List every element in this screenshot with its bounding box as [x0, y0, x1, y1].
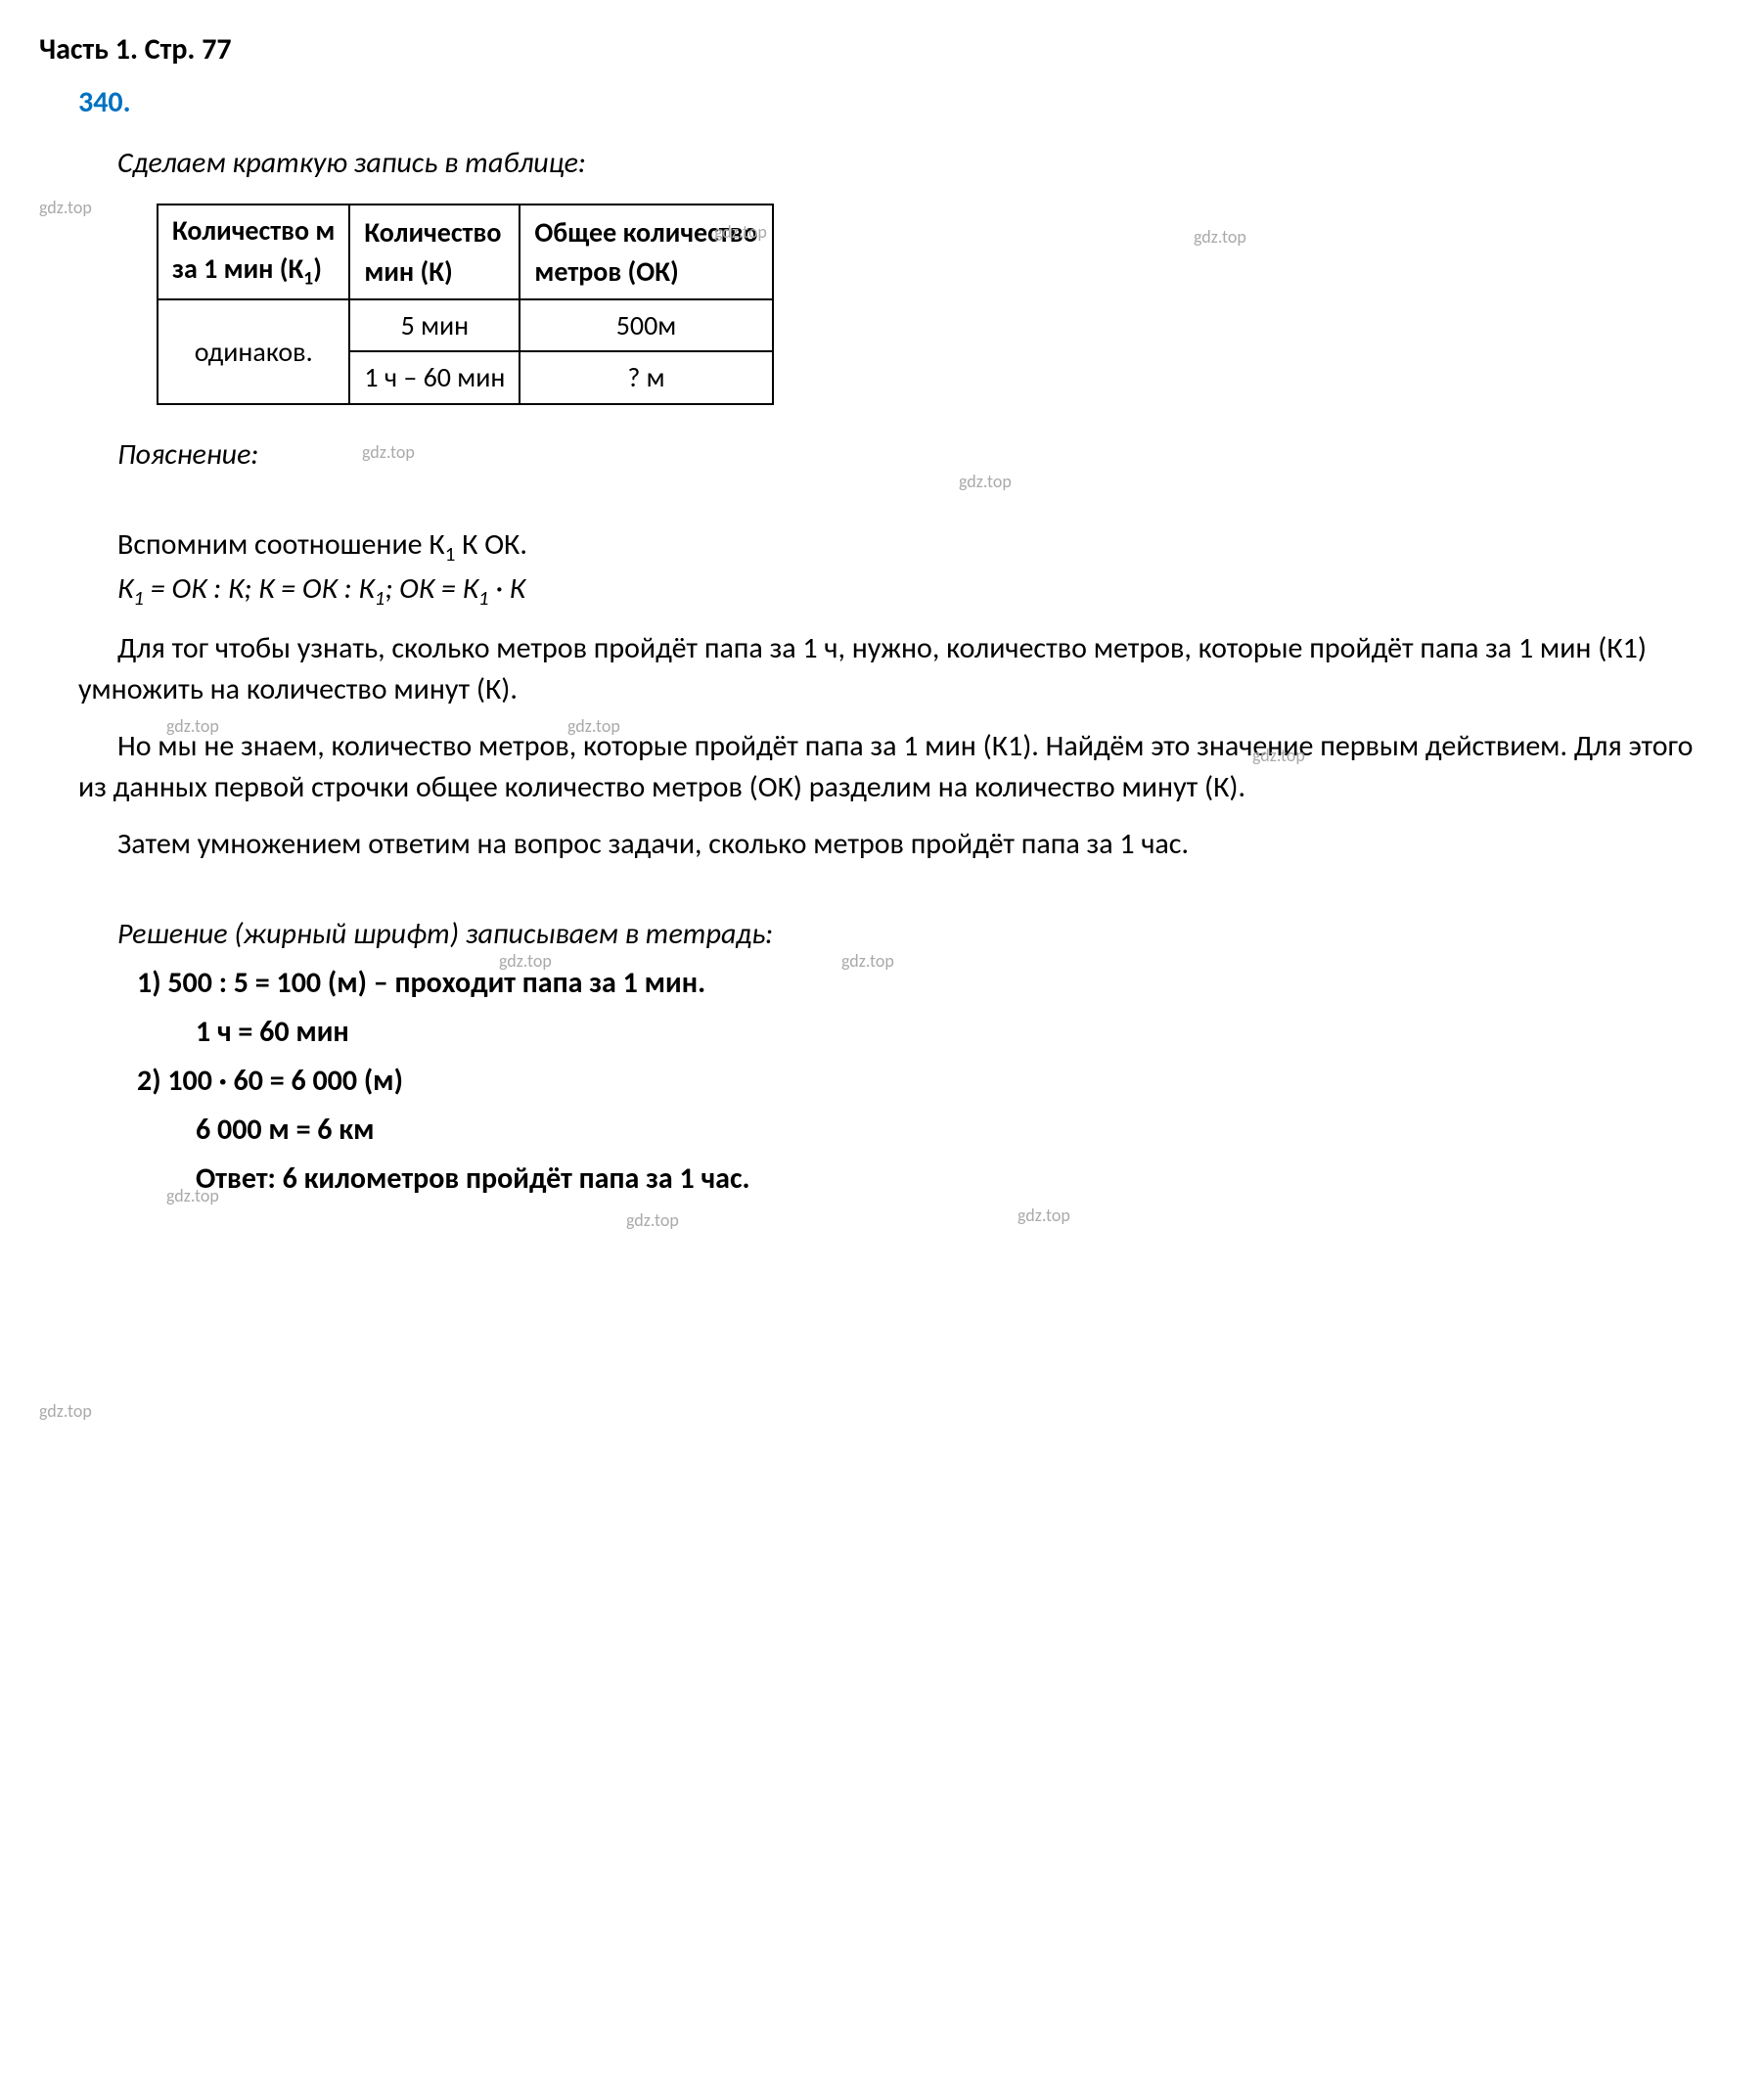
subscript: 1: [478, 585, 489, 611]
header-col2-line1: Количество: [364, 215, 501, 250]
paragraph-1: Для тог чтобы узнать, сколько метров про…: [78, 628, 1705, 710]
table-cell: 500м: [520, 299, 772, 351]
subscript: 1: [133, 585, 144, 611]
watermark: gdz.top: [1018, 1204, 1070, 1228]
table-cell: 5 мин: [349, 299, 520, 351]
table-header-row: Количество м за 1 мин (К1) Количество ми…: [158, 205, 773, 299]
header-part: Часть 1. Стр. 77: [39, 29, 1725, 70]
header-col1-line1: Количество м: [172, 213, 335, 248]
subscript: 1: [303, 267, 313, 291]
recall-suffix: К ОК.: [455, 526, 527, 563]
solution-step-1: 1) 500 : 5 = 100 (м) – проходит папа за …: [137, 963, 1725, 1004]
solution-answer: Ответ: 6 километров пройдёт папа за 1 ча…: [196, 1159, 1725, 1200]
watermark: gdz.top: [626, 1208, 679, 1233]
table-cell: 1 ч – 60 мин: [349, 351, 520, 403]
table-cell: ? м: [520, 351, 772, 403]
table-header-cell: Количество м за 1 мин (К1): [158, 205, 349, 299]
explanation-text: Пояснение:: [117, 436, 258, 473]
formula-end: · К: [489, 570, 525, 607]
formula-eq1: = ОК : К;: [144, 570, 258, 607]
solution-step-1-sub: 1 ч = 60 мин: [196, 1012, 1725, 1053]
exercise-number: 340.: [78, 82, 1725, 123]
table-cell-rowspan: одинаков.: [158, 299, 349, 403]
watermark: gdz.top: [39, 1399, 92, 1424]
formula-k1: К: [117, 570, 133, 607]
formulas-line: К1 = ОК : К; К = ОК : К1; ОК = К1 · К: [117, 568, 1725, 613]
table-row: одинаков. 5 мин 500м: [158, 299, 773, 351]
explanation-label: Пояснение:: [117, 434, 1725, 476]
header-col3-line2: метров (ОК): [534, 254, 678, 289]
formula-k: К = ОК : К: [258, 570, 375, 607]
solution-step-2-sub: 6 000 м = 6 км: [196, 1110, 1725, 1151]
recall-line1: Вспомним соотношение К1 К ОК.: [117, 524, 1725, 568]
formula-sep: ;: [384, 570, 399, 607]
header-col3-line1: Общее количество: [534, 215, 757, 250]
intro-text: Сделаем краткую запись в таблице:: [117, 143, 1725, 184]
header-col1-line2: за 1 мин (К: [172, 251, 303, 286]
data-table: Количество м за 1 мин (К1) Количество ми…: [157, 204, 774, 405]
table-header-cell: Количество мин (К): [349, 205, 520, 299]
table-header-cell: Общее количество метров (ОК): [520, 205, 772, 299]
paragraph-2: Но мы не знаем, количество метров, котор…: [78, 726, 1705, 808]
formula-ok: ОК = К: [399, 570, 478, 607]
watermark: gdz.top: [1194, 225, 1246, 250]
paragraph-3: Затем умножением ответим на вопрос задач…: [78, 824, 1705, 865]
solution-step-2: 2) 100 · 60 = 6 000 (м): [137, 1061, 1725, 1102]
subscript: 1: [375, 585, 385, 611]
subscript: 1: [445, 541, 456, 567]
watermark: gdz.top: [39, 196, 92, 220]
recall-text: Вспомним соотношение К: [117, 526, 445, 563]
solution-label: Решение (жирный шрифт) записываем в тетр…: [117, 914, 1725, 955]
header-col2-line2: мин (К): [364, 254, 452, 289]
close-paren: ): [313, 251, 322, 286]
